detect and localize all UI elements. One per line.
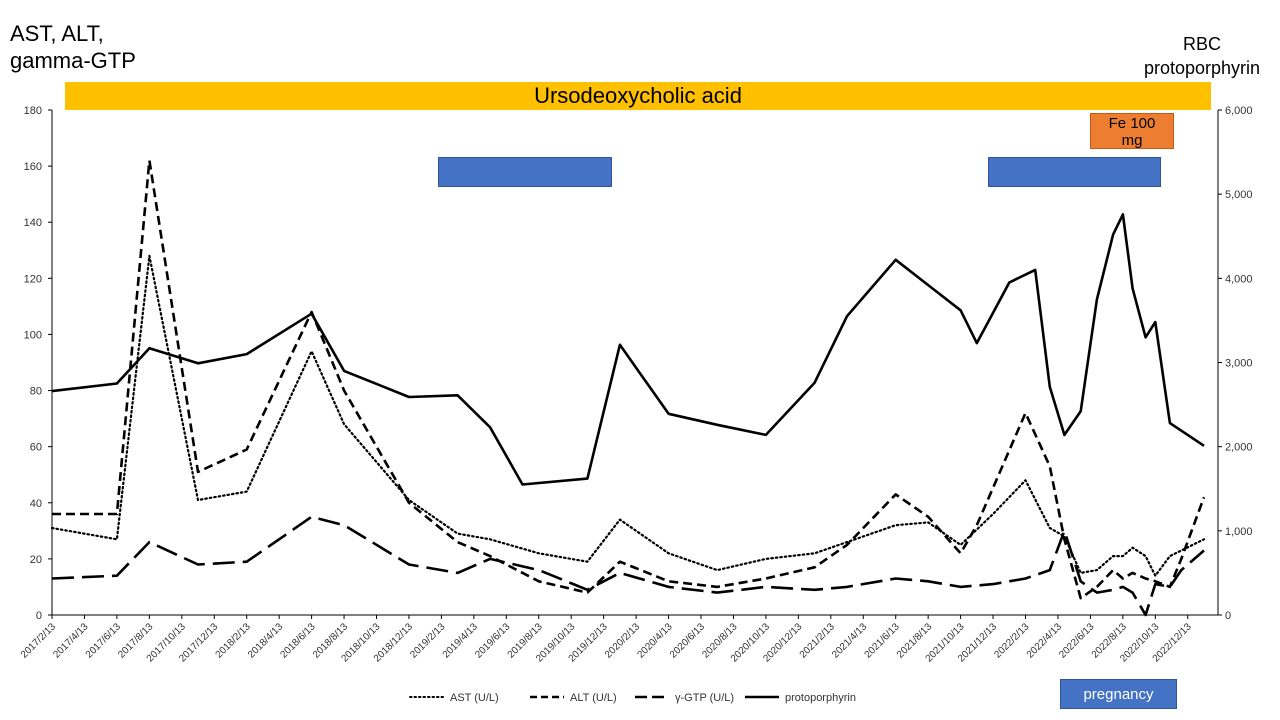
legend-label: γ-GTP (U/L) [675,692,734,704]
y-left-tick-label: 180 [24,105,42,117]
left-axis-title: AST, ALT, gamma-GTP [10,21,136,73]
right-axis-title: RBC protoporphyrin [1143,34,1261,78]
y-right-tick-label: 3,000 [1225,358,1253,370]
y-left-tick-label: 20 [30,554,42,566]
y-right-tick-label: 1,000 [1225,526,1253,538]
y-left-tick-label: 120 [24,273,42,285]
treatment-period-bar-1 [438,157,612,187]
ursodeoxycholic-acid-bar: Ursodeoxycholic acid [65,82,1211,110]
pregnancy-label: pregnancy [1083,685,1154,703]
pregnancy-box: pregnancy [1060,679,1177,709]
series-line-dashed [52,159,1206,600]
y-right-tick-label: 6,000 [1225,105,1253,117]
y-left-tick-label: 60 [30,442,42,454]
y-left-tick-label: 40 [30,498,42,510]
treatment-period-bar-2 [988,157,1161,187]
y-right-tick-label: 4,000 [1225,273,1253,285]
y-right-tick-label: 0 [1225,610,1231,622]
y-left-tick-label: 0 [36,610,42,622]
legend-label: ALT (U/L) [570,692,617,704]
chart-axes: 0 20 40 60 80 100 120 140 160 180 0 1,000 2,000 3,000… [19,105,1253,665]
legend-label: AST (U/L) [450,692,499,704]
fe-dose-box: Fe 100 mg [1090,113,1174,149]
y-right-tick-label: 2,000 [1225,442,1253,454]
legend-label: protoporphyrin [785,692,856,704]
y-left-tick-label: 160 [24,161,42,173]
y-left-tick-label: 100 [24,329,42,341]
series-line-dotted [50,254,1206,577]
chart-series [50,159,1206,617]
series-line-solid [51,213,1205,486]
y-left-tick-label: 140 [24,217,42,229]
chart-legend: AST (U/L) ALT (U/L) γ-GTP (U/L) protoporphy… [409,692,856,704]
ursodeoxycholic-acid-label: Ursodeoxycholic acid [534,83,742,108]
y-right-tick-label: 5,000 [1225,189,1253,201]
series-line-longdash [51,515,1205,617]
y-left-tick-label: 80 [30,386,42,398]
